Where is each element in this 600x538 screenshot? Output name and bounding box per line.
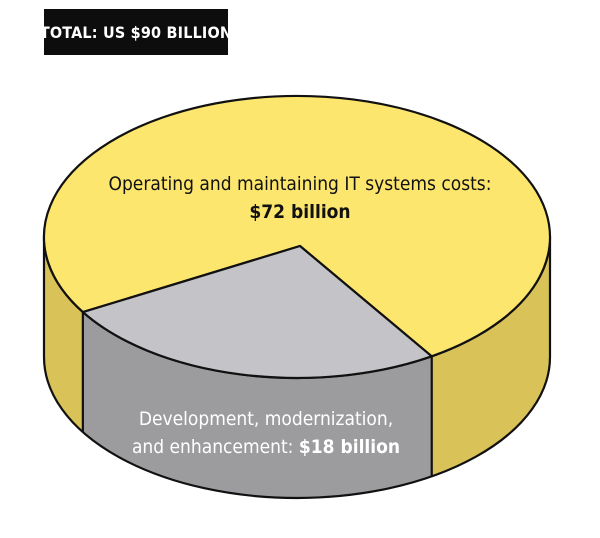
slice-label-operating: Operating and maintaining IT systems cos… xyxy=(109,173,492,195)
slice-label-development-line1: Development, modernization, xyxy=(139,408,393,430)
pie-slice-development xyxy=(81,244,433,380)
total-label: TOTAL: US $90 BILLION xyxy=(39,22,233,42)
pie-slice-operating xyxy=(42,94,552,358)
slice-label-development-line2-text: and enhancement: xyxy=(132,436,299,458)
pie-wall-slice-development xyxy=(82,312,432,498)
total-badge: TOTAL: US $90 BILLION xyxy=(40,9,232,55)
slice-value-operating: $72 billion xyxy=(249,201,350,223)
slice-value-development: $18 billion xyxy=(299,436,400,458)
slice-label-development-line2: and enhancement: $18 billion xyxy=(132,436,400,458)
